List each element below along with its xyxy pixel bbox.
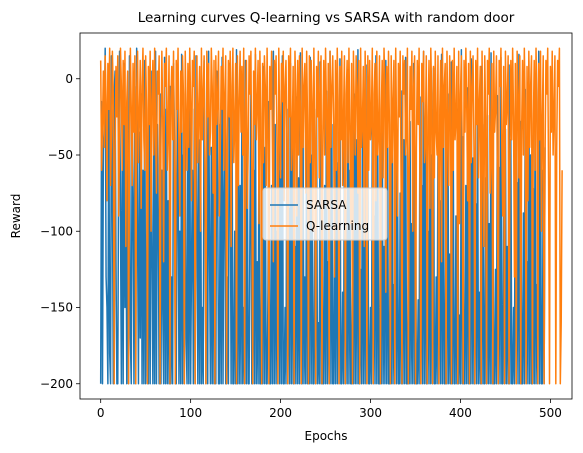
y-tick-label: −200 [40, 377, 73, 391]
legend-label-q-learning: Q-learning [306, 219, 369, 233]
x-tick-label: 100 [179, 406, 202, 420]
legend-box [262, 187, 388, 241]
plot-frame [79, 32, 573, 400]
legend-label-sarsa: SARSA [306, 198, 347, 212]
x-tick-label: 0 [97, 406, 105, 420]
legend: SARSA Q-learning [262, 187, 388, 241]
x-tick-label: 200 [269, 406, 292, 420]
plot-area [99, 47, 563, 385]
y-tick-label: −100 [40, 224, 73, 238]
series-line-q-learning [99, 47, 563, 385]
y-tick-label: 0 [65, 72, 73, 86]
x-axis-label: Epochs [305, 429, 348, 443]
chart-title: Learning curves Q-learning vs SARSA with… [138, 10, 515, 26]
y-axis: −200 −150 −100 −50 0 [40, 72, 80, 391]
y-axis-label: Reward [9, 194, 23, 239]
y-tick-label: −50 [48, 148, 73, 162]
x-tick-label: 500 [539, 406, 562, 420]
y-tick-label: −150 [40, 301, 73, 315]
x-axis: 0 100 200 300 400 500 [97, 399, 562, 420]
x-tick-label: 400 [449, 406, 472, 420]
x-tick-label: 300 [359, 406, 382, 420]
